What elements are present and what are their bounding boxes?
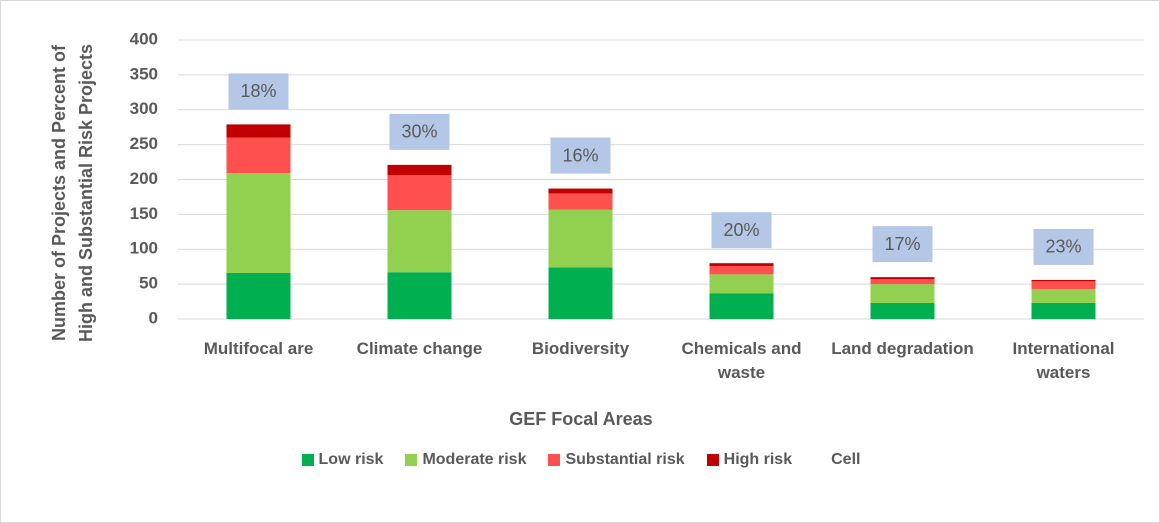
x-axis-title: GEF Focal Areas (509, 409, 653, 429)
bar-segment (709, 293, 774, 319)
legend-label: Moderate risk (422, 451, 527, 468)
x-tick-label: Chemicals and waste (681, 339, 802, 382)
percent-label-box (550, 137, 611, 174)
bar-segment (548, 188, 613, 194)
bar-segment (548, 209, 613, 268)
y-tick-label: 300 (130, 99, 158, 118)
percent-label: 20% (723, 220, 759, 240)
bar-segment (548, 193, 613, 210)
legend-item: Moderate risk (405, 451, 526, 469)
legend-item: Substantial risk (548, 451, 685, 469)
y-tick-label: 350 (130, 64, 158, 83)
x-tick-label: Climate change (356, 339, 483, 358)
percent-label: 17% (884, 234, 920, 254)
percent-label: 30% (401, 122, 437, 142)
percent-label: 16% (562, 145, 598, 165)
x-tick-label: International waters (1012, 339, 1115, 382)
bar-segment (709, 263, 774, 266)
y-tick-label: 50 (139, 274, 158, 293)
y-tick-label: 250 (130, 134, 158, 153)
legend-swatch (405, 454, 418, 466)
bar-segment (870, 302, 935, 319)
legend: Low risk Moderate risk Substantial risk Hig… (1, 451, 1159, 469)
bar-segment (709, 274, 774, 294)
bar-segment (1031, 281, 1096, 290)
bar-segment (387, 210, 452, 273)
bar-segment (226, 173, 291, 273)
legend-item: Low risk (301, 451, 384, 469)
bar-segment (870, 277, 935, 280)
bar-segment (1031, 279, 1096, 282)
legend-swatch (548, 454, 561, 466)
legend-label: Cell (831, 451, 861, 468)
bar-segment (387, 175, 452, 211)
legend-label: High risk (723, 451, 793, 468)
bar-segment (1031, 289, 1096, 303)
percent-label: 23% (1045, 237, 1081, 257)
legend-item: Cell (814, 451, 860, 469)
bar-segment (226, 272, 291, 319)
bar-segment (548, 267, 613, 319)
y-tick-label: 150 (130, 204, 158, 223)
bar-segment (709, 265, 774, 275)
percent-label-box (389, 113, 450, 150)
percent-label: 18% (240, 81, 276, 101)
bar-segment (870, 279, 935, 285)
legend-swatch (301, 454, 314, 466)
bar-segment (226, 137, 291, 174)
y-tick-label: 0 (149, 308, 158, 327)
y-tick-label: 100 (130, 239, 158, 258)
legend-item: High risk (706, 451, 793, 469)
y-tick-label: 400 (130, 29, 158, 48)
y-tick-label: 200 (130, 169, 158, 188)
bar-segment (387, 272, 452, 319)
legend-swatch (706, 454, 719, 466)
percent-label-box (711, 212, 772, 249)
x-tick-label: Multifocal are (203, 339, 314, 358)
percent-label-box (872, 226, 933, 263)
legend-label: Substantial risk (565, 451, 685, 468)
bar-segment (870, 284, 935, 303)
x-tick-label: Land degradation (831, 339, 974, 358)
x-tick-label: Biodiversity (531, 339, 630, 358)
bar-segment (1031, 302, 1096, 319)
y-axis-title: Number of Projects and Percent of High a… (49, 43, 96, 343)
percent-label-box (228, 73, 289, 110)
legend-swatch (814, 454, 826, 466)
bar-segment (387, 164, 452, 176)
bar-segment (226, 124, 291, 138)
percent-label-box (1033, 228, 1094, 265)
legend-label: Low risk (318, 451, 384, 468)
